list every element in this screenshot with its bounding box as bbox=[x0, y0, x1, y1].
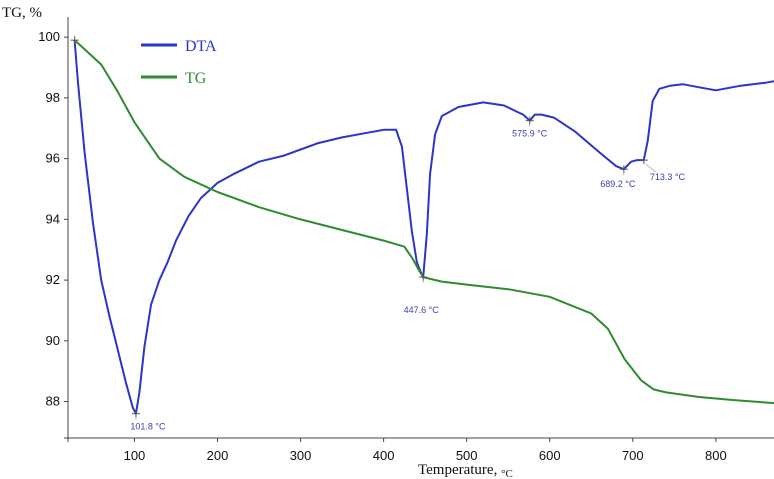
x-tick-label: 800 bbox=[705, 448, 727, 463]
y-tick-label: 94 bbox=[46, 211, 60, 226]
y-tick-label: 98 bbox=[46, 90, 60, 105]
x-tick-label: 600 bbox=[539, 448, 561, 463]
peak-label: 713.3 °C bbox=[650, 172, 686, 182]
peak-leader bbox=[645, 163, 657, 173]
legend-label-dta: DTA bbox=[185, 38, 217, 55]
y-tick-label: 96 bbox=[46, 151, 60, 166]
y-tick-label: 100 bbox=[38, 29, 60, 44]
x-axis-label: Temperature, °C bbox=[418, 462, 513, 479]
x-tick-label: 700 bbox=[622, 448, 644, 463]
peak-label: 101.8 °C bbox=[130, 422, 166, 432]
peak-label: 447.6 °C bbox=[404, 305, 440, 315]
x-axis-label-unit: °C bbox=[501, 468, 513, 479]
y-tick-labels: 88 90 92 94 96 98 100 bbox=[38, 29, 68, 409]
y-tick-label: 92 bbox=[46, 272, 60, 287]
x-tick-labels: 100 200 300 400 500 600 700 800 bbox=[124, 438, 727, 463]
axes bbox=[64, 17, 774, 442]
x-tick-label: 100 bbox=[124, 448, 146, 463]
series-layer bbox=[70, 36, 774, 415]
x-tick-label: 300 bbox=[290, 448, 312, 463]
legend: DTA TG bbox=[141, 38, 217, 87]
y-axis-label: TG, % bbox=[2, 5, 42, 21]
peak-annotations: 101.8 °C 447.6 °C 575.9 °C 689.2 °C 713.3 °C bbox=[130, 116, 686, 432]
series-line-dta bbox=[73, 40, 774, 415]
series-line-tg bbox=[73, 39, 774, 405]
legend-label-tg: TG bbox=[185, 70, 207, 87]
x-tick-label: 200 bbox=[207, 448, 229, 463]
y-tick-label: 88 bbox=[46, 394, 60, 409]
peak-label: 575.9 °C bbox=[512, 129, 548, 139]
x-axis-label-text: Temperature, bbox=[418, 462, 497, 478]
x-tick-label: 400 bbox=[373, 448, 395, 463]
peak-label: 689.2 °C bbox=[600, 179, 636, 189]
x-tick-label: 500 bbox=[456, 448, 478, 463]
y-tick-label: 90 bbox=[46, 333, 60, 348]
